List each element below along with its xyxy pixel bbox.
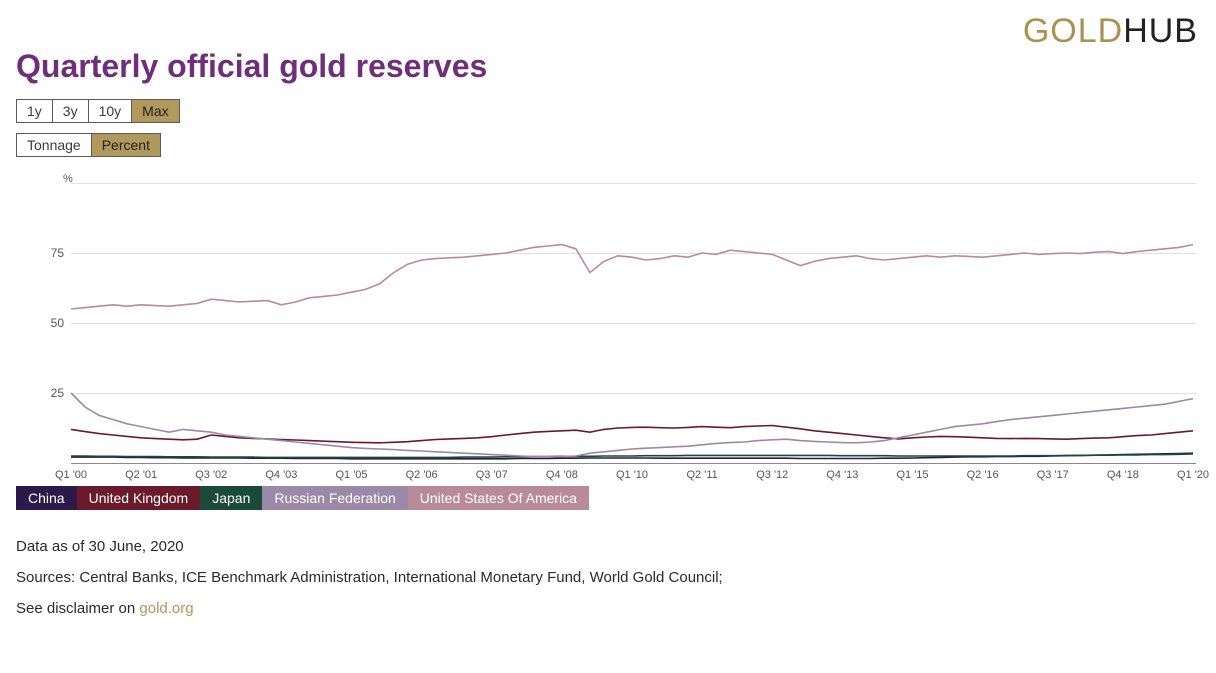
x-tick-label: Q4 '08 [546,469,578,481]
legend: ChinaUnited KingdomJapanRussian Federati… [16,486,589,510]
legend-item-china[interactable]: China [16,486,77,510]
series-united-kingdom [71,426,1193,443]
footer: Data as of 30 June, 2020 Sources: Centra… [16,538,1200,617]
legend-item-russian-federation[interactable]: Russian Federation [262,486,407,510]
x-tick-label: Q2 '16 [967,469,999,481]
unit-btn-tonnage[interactable]: Tonnage [17,134,92,156]
legend-item-japan[interactable]: Japan [200,486,262,510]
series-united-states-of-america [71,245,1193,309]
range-btn-10y[interactable]: 10y [89,100,133,122]
range-btn-1y[interactable]: 1y [17,100,53,122]
unit-btn-percent[interactable]: Percent [92,134,160,156]
chart-lines [71,183,1193,463]
x-tick-label: Q1 '00 [55,469,87,481]
legend-item-united-states-of-america[interactable]: United States Of America [408,486,589,510]
x-tick-label: Q1 '10 [616,469,648,481]
y-tick-label: 50 [44,316,64,330]
x-tick-label: Q2 '01 [125,469,157,481]
x-tick-label: Q2 '11 [687,469,718,481]
unit-selector: TonnagePercent [16,133,161,157]
page-title: Quarterly official gold reserves [16,48,1200,85]
range-btn-max[interactable]: Max [132,100,178,122]
disclaimer-link[interactable]: gold.org [139,600,193,617]
x-tick-label: Q3 '12 [756,469,788,481]
logo-part1: GOLD [1023,12,1123,50]
x-tick-label: Q4 '03 [265,469,297,481]
sources: Sources: Central Banks, ICE Benchmark Ad… [16,569,1200,586]
range-btn-3y[interactable]: 3y [53,100,89,122]
logo-part2: HUB [1123,12,1198,50]
x-tick-label: Q1 '20 [1177,469,1209,481]
x-tick-label: Q2 '06 [406,469,438,481]
x-tick-label: Q1 '15 [896,469,928,481]
data-as-of: Data as of 30 June, 2020 [16,538,1200,555]
logo: GOLDHUB [1023,12,1198,51]
x-tick-label: Q3 '07 [476,469,508,481]
y-tick-label: 25 [44,386,64,400]
x-tick-label: Q4 '18 [1107,469,1139,481]
range-selector: 1y3y10yMax [16,99,180,123]
disclaimer: See disclaimer on gold.org [16,600,1200,617]
x-tick-label: Q3 '17 [1037,469,1069,481]
legend-item-united-kingdom[interactable]: United Kingdom [77,486,201,510]
series-russian-federation [71,393,1193,457]
disclaimer-prefix: See disclaimer on [16,600,139,617]
x-tick-label: Q3 '02 [195,469,227,481]
x-tick-label: Q4 '13 [826,469,858,481]
chart: % 255075Q1 '00Q2 '01Q3 '02Q4 '03Q1 '05Q2… [16,173,1196,478]
y-tick-label: 75 [44,246,64,260]
x-tick-label: Q1 '05 [335,469,367,481]
